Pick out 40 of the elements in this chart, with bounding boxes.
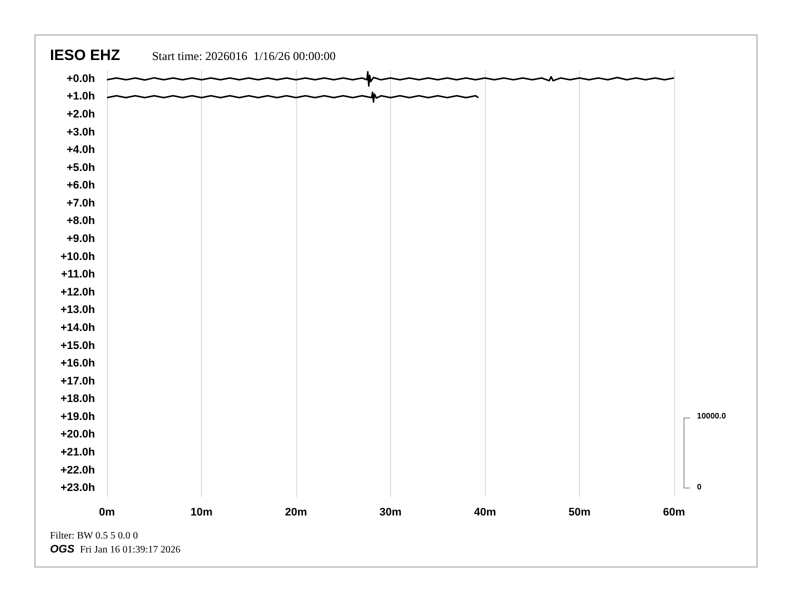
x-tick-label: 0m xyxy=(99,506,116,518)
y-tick-label: +18.0h xyxy=(60,393,96,406)
text: OGS xyxy=(50,544,76,556)
y-tick-label: +3.0h xyxy=(66,126,96,138)
y-tick-label: +22.0h xyxy=(60,464,96,476)
y-tick-label: +0.0h xyxy=(66,72,96,85)
x-tick-label: 60m xyxy=(662,506,686,518)
y-tick-label: +5.0h xyxy=(66,162,96,174)
chart-subtitle: Start time: 2026016 1/16/26 00:00:00 xyxy=(152,49,336,63)
text: Filter: BW 0.5 5 0.0 0 xyxy=(50,530,138,542)
x-tick-label: 10m xyxy=(190,506,213,518)
chart-title: IESO EHZ xyxy=(50,47,120,64)
y-tick-label: +9.0h xyxy=(66,233,96,246)
y-tick-label: +12.0h xyxy=(60,286,96,298)
y-tick-label: +23.0h xyxy=(60,482,96,494)
x-tick-label: 30m xyxy=(379,506,402,518)
y-tick-label: +15.0h xyxy=(60,340,96,352)
y-tick-label: +8.0h xyxy=(66,215,96,228)
y-tick-label: +6.0h xyxy=(66,180,96,192)
y-tick-label: +1.0h xyxy=(66,90,96,103)
y-tick-label: +11.0h xyxy=(61,268,96,281)
y-tick-label: +17.0h xyxy=(60,375,96,388)
y-tick-label: +21.0h xyxy=(60,446,96,459)
y-tick-label: +20.0h xyxy=(60,428,96,441)
y-tick-label: +4.0h xyxy=(66,144,96,156)
line-series xyxy=(106,91,480,103)
text: 10000.0 xyxy=(697,412,726,420)
y-tick-label: +7.0h xyxy=(66,197,96,210)
line-series xyxy=(106,71,675,87)
x-tick-label: 40m xyxy=(474,506,496,518)
x-tick-label: 20m xyxy=(284,506,308,518)
y-tick-label: +14.0h xyxy=(60,322,96,334)
text: 0 xyxy=(697,482,702,492)
y-tick-label: +13.0h xyxy=(60,304,96,316)
y-tick-label: +19.0h xyxy=(60,410,96,423)
x-tick-label: 50m xyxy=(568,506,591,518)
y-tick-label: +10.0h xyxy=(60,250,96,263)
y-tick-label: +2.0h xyxy=(66,108,96,120)
y-tick-label: +16.0h xyxy=(60,358,96,370)
text: Fri Jan 16 01:39:17 2026 xyxy=(80,544,181,556)
